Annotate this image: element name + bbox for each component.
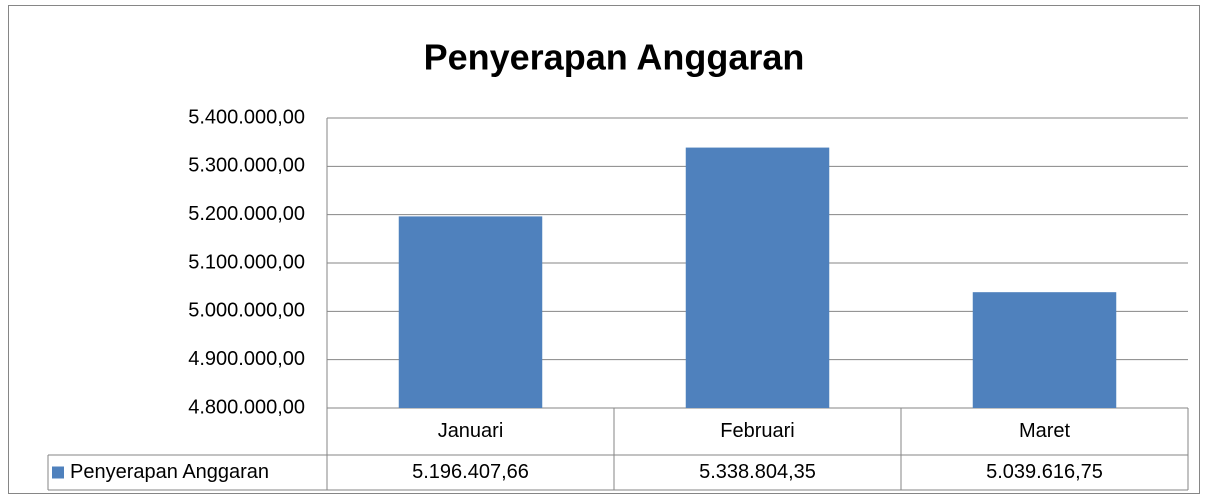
- bar: [398, 216, 543, 408]
- table-value: 5.338.804,35: [699, 461, 816, 483]
- chart-title: Penyerapan Anggaran: [424, 37, 805, 78]
- y-tick-label: 4.800.000,00: [188, 396, 305, 418]
- y-tick-label: 5.300.000,00: [188, 155, 305, 177]
- table-value: 5.196.407,66: [412, 461, 529, 483]
- x-tick-label: Maret: [1019, 420, 1071, 442]
- chart-border: [8, 5, 1200, 494]
- x-tick-label: Februari: [720, 420, 794, 442]
- bar: [685, 147, 830, 409]
- y-tick-label: 5.000.000,00: [188, 300, 305, 322]
- y-tick-label: 5.200.000,00: [188, 203, 305, 225]
- y-tick-label: 5.100.000,00: [188, 251, 305, 273]
- y-tick-label: 4.900.000,00: [188, 348, 305, 370]
- legend-label: Penyerapan Anggaran: [70, 461, 269, 483]
- legend-key: [52, 466, 64, 479]
- x-tick-label: Januari: [438, 420, 504, 442]
- table-value: 5.039.616,75: [986, 461, 1103, 483]
- bar: [972, 292, 1117, 408]
- y-tick-label: 5.400.000,00: [188, 106, 305, 128]
